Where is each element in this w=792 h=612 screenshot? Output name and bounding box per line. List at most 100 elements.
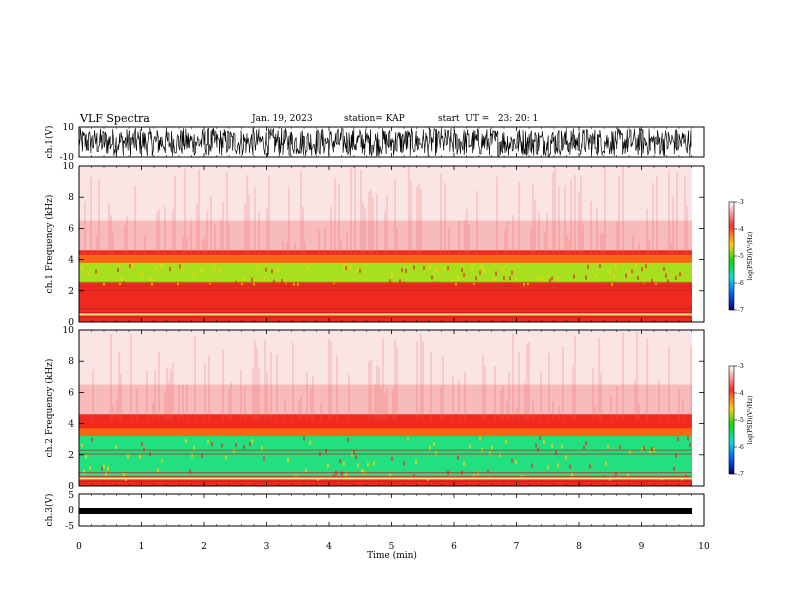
spec-speckle (263, 276, 265, 281)
spec-speckle (619, 445, 621, 450)
ch1-waveform-line (78, 127, 692, 157)
ch3-waveform-trace (79, 508, 692, 514)
spec-speckle (207, 439, 209, 444)
spec-speckle (535, 443, 537, 448)
spec-speckle (349, 265, 351, 270)
spec-speckle (211, 442, 213, 447)
spec-speckle (345, 266, 347, 271)
spec-speckle (677, 437, 679, 442)
spec-speckle (511, 270, 513, 275)
spec-speckle (117, 268, 119, 273)
spec-speckle (177, 281, 179, 286)
spec-speckle (359, 268, 361, 273)
spec-speckle (233, 448, 235, 453)
spec-speckle (327, 463, 329, 468)
spec-speckle (361, 468, 363, 473)
spec-speckle (495, 271, 497, 276)
spec-orange-band (79, 428, 692, 437)
spec-speckle (551, 443, 553, 448)
spec-speckle (615, 263, 617, 268)
spec-speckle (539, 436, 541, 441)
spec-speckle (481, 264, 483, 269)
spec-speckle (169, 266, 171, 271)
spec-speckle (105, 471, 107, 476)
colorbar-tick-label: -4 (738, 390, 744, 397)
spec-speckle (511, 458, 513, 463)
spec-speckle (347, 437, 349, 442)
spec-speckle (407, 436, 409, 441)
spec-speckle (643, 279, 645, 284)
x-tick-label: 1 (139, 542, 145, 552)
spec-speckle (613, 274, 615, 279)
spec-line (79, 313, 692, 316)
spec-speckle (401, 268, 403, 273)
spec-speckle (373, 461, 375, 466)
spec-speckle (391, 456, 393, 461)
spec-speckle (263, 456, 265, 461)
spec-speckle (509, 276, 511, 281)
spec-speckle (541, 278, 543, 283)
spec-speckle (489, 451, 491, 456)
spec-speckle (537, 447, 539, 452)
colorbar-tick-label: -6 (738, 444, 744, 451)
ch1-freq-ylabel: ch.1 Frequency (kHz) (44, 195, 55, 294)
spec-speckle (277, 267, 279, 272)
ch2-colorbar-label: log(PSD)(V²/Hz) (747, 396, 754, 445)
y-tick-label: 2 (68, 451, 74, 461)
spec-speckle (457, 455, 459, 460)
spec-speckle (141, 272, 143, 277)
ch1-colorbar-ticks: -3 -4 -5 -6 -7 (734, 199, 744, 314)
spec-speckle (461, 268, 463, 273)
spec-speckle (413, 265, 415, 270)
ch3-ytick-top: 5 (68, 491, 74, 501)
spec-speckle (561, 444, 563, 449)
spec-speckle (271, 269, 273, 274)
spec-speckle (493, 277, 495, 282)
spec-speckle (437, 269, 439, 274)
colorbar-tick-label: -5 (738, 253, 744, 260)
spec-speckle (665, 273, 667, 278)
spec-speckle (367, 462, 369, 467)
ch3-ylabel: ch.3(V) (44, 494, 55, 527)
spec-speckle (325, 449, 327, 454)
spec-speckle (191, 453, 193, 458)
spec-speckle (291, 278, 293, 283)
colorbar-tick-label: -4 (738, 226, 744, 233)
spec-speckle (389, 473, 391, 478)
spec-speckle (551, 276, 553, 281)
y-tick-label: 2 (68, 287, 74, 297)
ch1-waveform-trace (78, 127, 692, 157)
spec-speckle (609, 269, 611, 274)
y-tick-label: 6 (68, 224, 74, 234)
spec-line (79, 477, 692, 480)
y-tick-label: 0 (68, 318, 74, 328)
spec-speckle (89, 465, 91, 470)
spec-speckle (149, 277, 151, 282)
spec-speckle (281, 279, 283, 284)
spec-speckle (501, 266, 503, 271)
x-tick-label: 2 (201, 542, 207, 552)
figure-title: VLF Spectra (80, 112, 150, 125)
spec-speckle (429, 265, 431, 270)
spec-speckle (179, 264, 181, 269)
spec-speckle (433, 442, 435, 447)
spec-speckle (221, 443, 223, 448)
spec-speckle (689, 442, 691, 447)
spec-speckle (127, 454, 129, 459)
spec-speckle (607, 282, 609, 287)
ch2-colorbar-ticks: -3 -4 -5 -6 -7 (734, 363, 744, 478)
spec-speckle (673, 466, 675, 471)
spec-speckle (463, 273, 465, 278)
spec-speckle (611, 282, 613, 287)
y-tick-label: 10 (63, 162, 75, 172)
spec-speckle (181, 266, 183, 271)
spec-speckle (293, 282, 295, 287)
ch1-colorbar-label: log(PSD)(V²/Hz) (747, 232, 754, 281)
ch2-colorbar (728, 365, 735, 475)
spec-speckle (241, 281, 243, 286)
spec-speckle (343, 461, 345, 466)
spec-speckle (253, 281, 255, 286)
x-tick-label: 3 (264, 542, 270, 552)
spec-speckle (641, 267, 643, 272)
